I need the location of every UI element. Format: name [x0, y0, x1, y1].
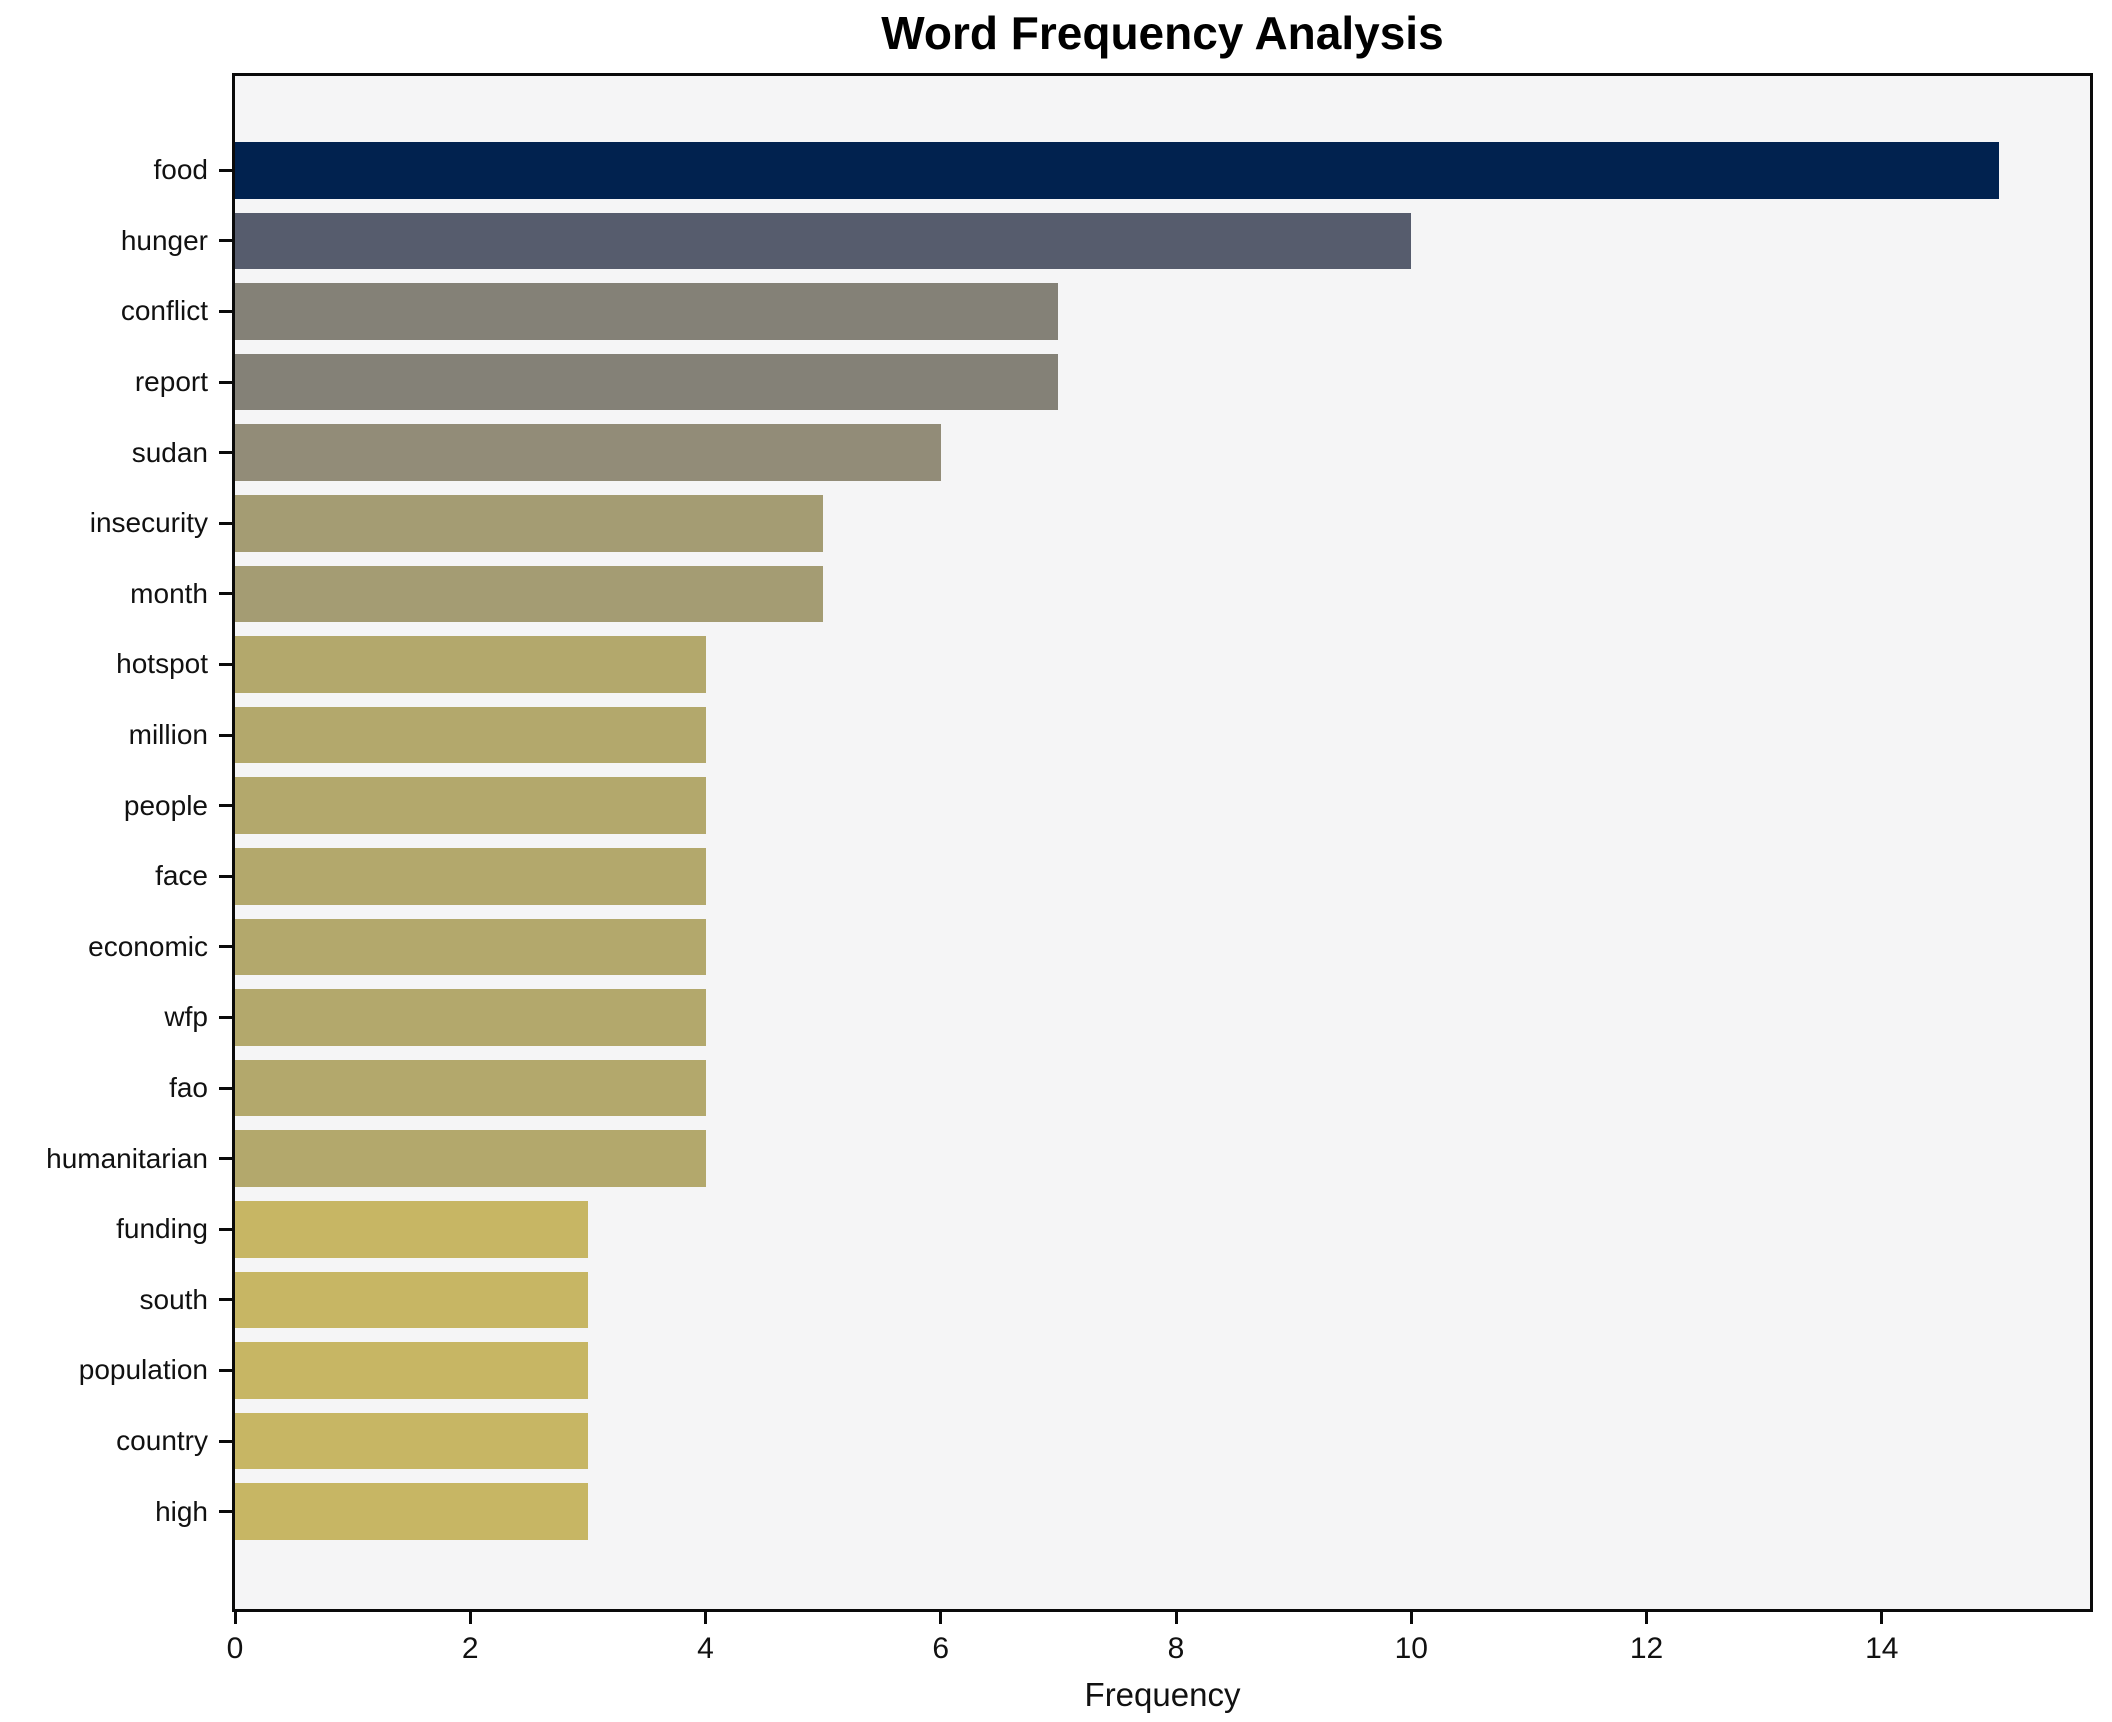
- x-axis-label: Frequency: [1084, 1676, 1241, 1713]
- y-tick-population: [219, 1368, 232, 1372]
- y-tick-label-month: month: [130, 577, 208, 609]
- y-tick-fao: [219, 1086, 232, 1090]
- y-tick-label-food: food: [153, 154, 209, 186]
- y-tick-hotspot: [219, 662, 232, 666]
- y-tick-month: [219, 592, 232, 596]
- x-tick-label-12: 12: [1629, 1632, 1664, 1665]
- bar-report: [235, 353, 1059, 411]
- x-tick-label-8: 8: [1167, 1632, 1185, 1665]
- x-tick-2: [468, 1612, 472, 1624]
- bar-south: [235, 1271, 588, 1329]
- bar-economic: [235, 918, 706, 976]
- chart-title: Word Frequency Analysis: [881, 7, 1444, 59]
- y-tick-economic: [219, 945, 232, 949]
- bar-hunger: [235, 212, 1412, 270]
- bar-month: [235, 565, 824, 623]
- bar-funding: [235, 1201, 588, 1258]
- y-tick-label-report: report: [134, 366, 208, 398]
- x-tick-label-4: 4: [697, 1632, 714, 1665]
- x-tick-8: [1174, 1612, 1178, 1624]
- y-tick-label-million: million: [128, 719, 208, 751]
- y-tick-people: [219, 804, 232, 808]
- y-tick-food: [219, 168, 232, 172]
- y-tick-south: [219, 1298, 232, 1302]
- x-tick-6: [939, 1612, 943, 1624]
- x-tick-10: [1409, 1612, 1413, 1624]
- x-tick-14: [1880, 1612, 1884, 1624]
- x-tick-label-2: 2: [461, 1632, 479, 1665]
- y-tick-country: [219, 1439, 232, 1443]
- x-tick-label-0: 0: [226, 1632, 244, 1665]
- y-tick-label-wfp: wfp: [164, 1001, 208, 1033]
- y-tick-label-economic: economic: [88, 930, 208, 962]
- y-tick-conflict: [219, 309, 232, 313]
- y-tick-hunger: [219, 239, 232, 243]
- bar-country: [235, 1412, 588, 1470]
- y-tick-label-hotspot: hotspot: [116, 648, 208, 680]
- bar-sudan: [235, 424, 941, 481]
- y-tick-humanitarian: [219, 1157, 232, 1161]
- y-tick-million: [219, 733, 232, 737]
- y-tick-label-funding: funding: [116, 1213, 208, 1245]
- x-tick-label-14: 14: [1865, 1632, 1899, 1665]
- bar-insecurity: [235, 495, 824, 552]
- x-tick-4: [704, 1612, 707, 1624]
- bar-humanitarian: [235, 1130, 706, 1187]
- x-tick-12: [1645, 1612, 1649, 1624]
- x-tick-label-6: 6: [932, 1632, 950, 1665]
- y-tick-funding: [219, 1227, 232, 1231]
- bar-population: [235, 1342, 588, 1399]
- y-tick-label-insecurity: insecurity: [89, 507, 208, 539]
- bar-million: [235, 706, 706, 764]
- y-tick-label-high: high: [155, 1495, 208, 1527]
- y-tick-label-fao: fao: [169, 1072, 208, 1104]
- y-tick-label-south: south: [139, 1283, 209, 1315]
- bar-conflict: [235, 283, 1059, 340]
- y-tick-insecurity: [219, 521, 232, 525]
- bar-fao: [235, 1059, 706, 1117]
- y-tick-face: [219, 874, 232, 878]
- bar-high: [235, 1483, 588, 1540]
- bar-wfp: [235, 989, 706, 1046]
- bar-face: [235, 848, 706, 905]
- bar-people: [235, 777, 706, 834]
- bar-hotspot: [235, 636, 706, 693]
- y-tick-label-sudan: sudan: [131, 436, 208, 468]
- y-tick-label-humanitarian: humanitarian: [46, 1142, 208, 1174]
- y-tick-label-population: population: [78, 1354, 208, 1386]
- y-tick-label-face: face: [155, 860, 208, 892]
- plot-area: [232, 73, 2093, 1612]
- bar-food: [235, 142, 2000, 199]
- y-tick-high: [219, 1510, 232, 1514]
- y-tick-sudan: [219, 451, 232, 455]
- y-tick-label-country: country: [116, 1425, 208, 1457]
- y-tick-label-people: people: [123, 789, 208, 821]
- x-tick-0: [233, 1612, 237, 1624]
- y-tick-label-conflict: conflict: [120, 295, 208, 327]
- x-tick-label-10: 10: [1394, 1632, 1428, 1665]
- y-tick-label-hunger: hunger: [120, 224, 208, 256]
- y-tick-report: [219, 380, 232, 384]
- y-tick-wfp: [219, 1015, 232, 1019]
